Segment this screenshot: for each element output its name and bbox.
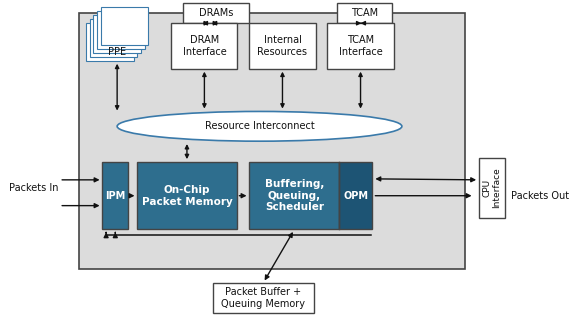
Bar: [250, 162, 339, 229]
Bar: [479, 158, 505, 217]
Text: IPM: IPM: [105, 191, 125, 201]
Text: Packet Buffer +
Queuing Memory: Packet Buffer + Queuing Memory: [221, 287, 305, 309]
Bar: [137, 162, 236, 229]
Bar: [250, 23, 316, 69]
Text: DRAMs: DRAMs: [199, 8, 233, 18]
Bar: [213, 283, 314, 313]
Text: DRAM
Interface: DRAM Interface: [182, 35, 227, 57]
Text: Internal
Resources: Internal Resources: [258, 35, 308, 57]
Text: Packets Out: Packets Out: [511, 191, 569, 201]
Text: TCAM: TCAM: [351, 8, 378, 18]
Text: CPU
Interface: CPU Interface: [482, 167, 501, 208]
Ellipse shape: [117, 111, 402, 141]
Text: Resource Interconnect: Resource Interconnect: [205, 121, 315, 131]
Text: Packets In: Packets In: [9, 183, 58, 193]
Text: PPE: PPE: [108, 47, 126, 57]
Bar: [86, 23, 133, 61]
Bar: [97, 11, 145, 49]
Bar: [328, 23, 394, 69]
Text: Buffering,
Queuing,
Scheduler: Buffering, Queuing, Scheduler: [264, 179, 324, 212]
Bar: [90, 19, 137, 57]
Text: On-Chip
Packet Memory: On-Chip Packet Memory: [141, 185, 232, 206]
Bar: [336, 3, 392, 23]
Text: TCAM
Interface: TCAM Interface: [339, 35, 382, 57]
Text: OPM: OPM: [343, 191, 369, 201]
Bar: [102, 162, 128, 229]
Bar: [339, 162, 373, 229]
Bar: [79, 13, 465, 269]
Bar: [101, 7, 148, 45]
Bar: [171, 23, 237, 69]
Bar: [183, 3, 250, 23]
Bar: [93, 15, 141, 53]
